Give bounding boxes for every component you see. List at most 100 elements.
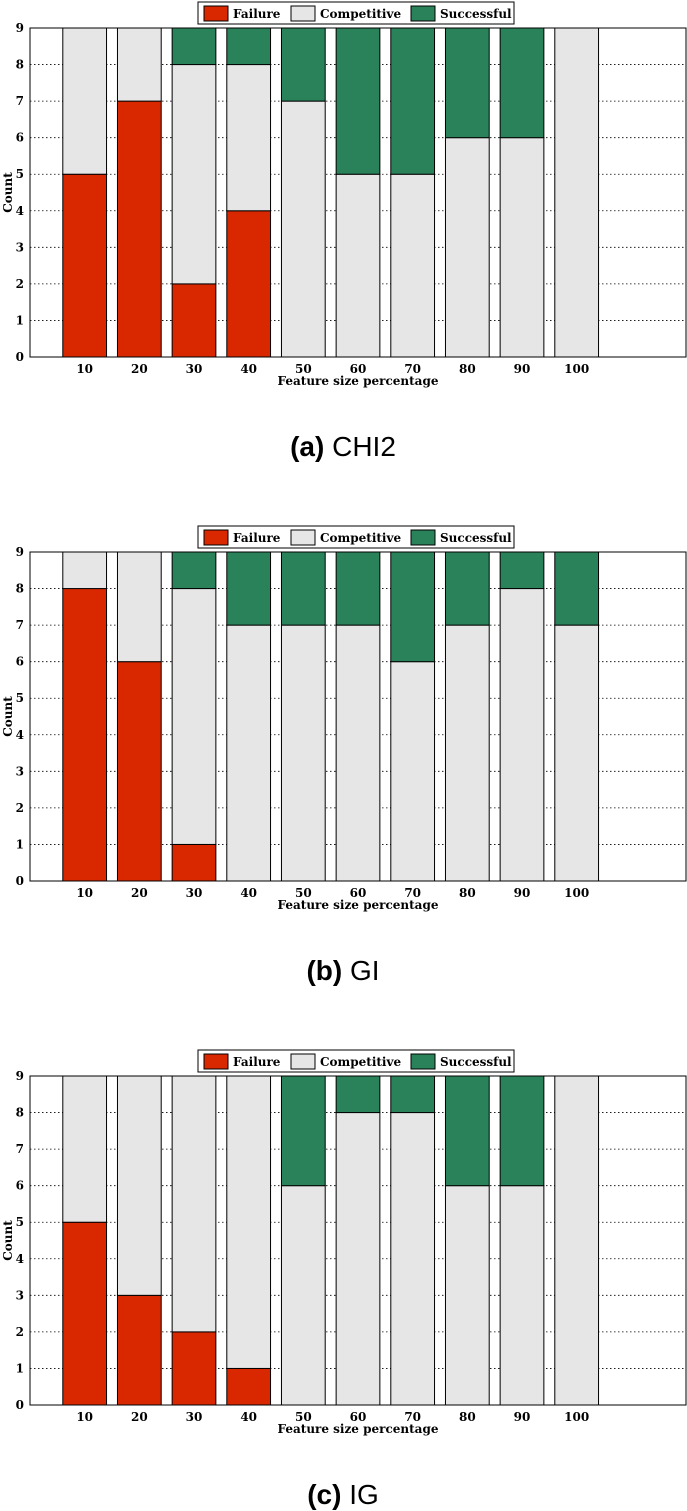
x-tick-label: 10 [76, 886, 93, 900]
y-tick-label: 2 [16, 801, 24, 815]
x-axis-label: Feature size percentage [278, 1422, 439, 1436]
x-tick-label: 50 [295, 1410, 312, 1424]
x-tick-label: 20 [131, 362, 148, 376]
x-tick-label: 20 [131, 1410, 148, 1424]
y-tick-label: 8 [16, 1106, 24, 1120]
y-tick-label: 5 [16, 1215, 24, 1229]
x-tick-label: 30 [186, 362, 203, 376]
bar-competitive-90 [499, 1185, 545, 1406]
legend-label: Competitive [320, 531, 401, 545]
bar-successful-60 [335, 551, 381, 626]
x-tick-label: 40 [240, 886, 257, 900]
bar-successful-100 [554, 551, 600, 626]
bar-failure-20 [116, 1294, 162, 1406]
bar-successful-30 [171, 551, 217, 590]
bar-competitive-90 [499, 588, 545, 882]
bar-successful-90 [499, 1075, 545, 1187]
y-tick-label: 7 [16, 94, 24, 108]
legend-swatch-failure [203, 529, 229, 546]
bar-failure-10 [62, 1221, 108, 1406]
y-tick-label: 8 [16, 58, 24, 72]
x-tick-label: 80 [459, 1410, 476, 1424]
bar-competitive-30 [171, 588, 217, 845]
y-tick-label: 2 [16, 277, 24, 291]
x-tick-label: 80 [459, 362, 476, 376]
x-tick-label: 90 [514, 1410, 531, 1424]
x-tick-label: 100 [564, 1410, 589, 1424]
y-tick-label: 1 [16, 313, 24, 327]
x-tick-label: 60 [350, 886, 367, 900]
y-tick-label: 9 [16, 1069, 24, 1083]
y-tick-label: 7 [16, 1142, 24, 1156]
x-tick-label: 50 [295, 362, 312, 376]
bar-successful-80 [444, 551, 490, 626]
legend-label: Competitive [320, 1055, 401, 1069]
bar-competitive-70 [390, 1112, 436, 1406]
bar-failure-20 [116, 661, 162, 882]
legend-swatch-successful [410, 5, 436, 22]
bar-successful-40 [226, 27, 272, 66]
x-tick-label: 40 [240, 362, 257, 376]
bar-successful-70 [390, 27, 436, 175]
y-axis-label: Count [1, 172, 15, 213]
legend-swatch-successful [410, 1053, 436, 1070]
bar-failure-20 [116, 100, 162, 358]
x-axis-label: Feature size percentage [278, 898, 439, 912]
legend-label: Failure [233, 7, 281, 21]
x-tick-label: 70 [404, 1410, 421, 1424]
x-tick-label: 90 [514, 362, 531, 376]
x-tick-label: 70 [404, 362, 421, 376]
chart-caption: (c) IG [307, 1479, 379, 1510]
x-tick-label: 40 [240, 1410, 257, 1424]
legend-label: Failure [233, 531, 281, 545]
bar-competitive-50 [280, 624, 326, 882]
bar-competitive-30 [171, 64, 217, 285]
bar-competitive-20 [116, 551, 162, 663]
bar-successful-60 [335, 1075, 381, 1114]
y-tick-label: 6 [16, 131, 24, 145]
y-tick-label: 1 [16, 837, 24, 851]
bar-successful-70 [390, 1075, 436, 1114]
y-tick-label: 9 [16, 545, 24, 559]
chart-caption: (b) GI [306, 955, 379, 986]
y-tick-label: 5 [16, 691, 24, 705]
chart-caption: (a) CHI2 [290, 431, 396, 462]
y-tick-label: 6 [16, 1179, 24, 1193]
caption-letter: (c) [307, 1479, 341, 1510]
legend: Failure Competitive Successful [197, 525, 515, 549]
x-tick-label: 100 [564, 362, 589, 376]
chart-3: 0 1 2 3 4 5 6 7 8 9 10 20 30 40 50 60 70 80 90 100 Feature s… [1, 1049, 687, 1510]
plot-frame [29, 551, 687, 882]
caption-letter: (a) [290, 431, 324, 462]
bar-failure-10 [62, 173, 108, 358]
bar-failure-10 [62, 588, 108, 882]
bar-successful-60 [335, 27, 381, 175]
y-tick-label: 7 [16, 618, 24, 632]
bar-competitive-80 [444, 137, 490, 358]
legend-label: Competitive [320, 7, 401, 21]
bar-successful-90 [499, 551, 545, 590]
y-tick-label: 4 [16, 728, 24, 742]
x-tick-label: 60 [350, 362, 367, 376]
bar-competitive-20 [116, 1075, 162, 1296]
x-tick-label: 90 [514, 886, 531, 900]
x-tick-label: 70 [404, 886, 421, 900]
x-tick-label: 100 [564, 886, 589, 900]
bar-competitive-100 [554, 624, 600, 882]
x-tick-label: 50 [295, 886, 312, 900]
bar-successful-90 [499, 27, 545, 139]
bar-failure-30 [171, 283, 217, 358]
bar-competitive-60 [335, 1112, 381, 1406]
bar-competitive-70 [390, 661, 436, 882]
legend-swatch-competitive [290, 529, 316, 546]
caption-text: CHI2 [324, 431, 396, 462]
plot-frame [29, 1075, 687, 1406]
chart-1: 0 1 2 3 4 5 6 7 8 9 10 20 30 40 50 60 70 80 90 100 Feature s… [1, 1, 687, 462]
legend: Failure Competitive Successful [197, 1049, 515, 1073]
bar-competitive-100 [554, 27, 600, 358]
bar-competitive-70 [390, 173, 436, 358]
y-axis-label: Count [1, 1220, 15, 1261]
y-axis-label: Count [1, 696, 15, 737]
legend-swatch-failure [203, 5, 229, 22]
